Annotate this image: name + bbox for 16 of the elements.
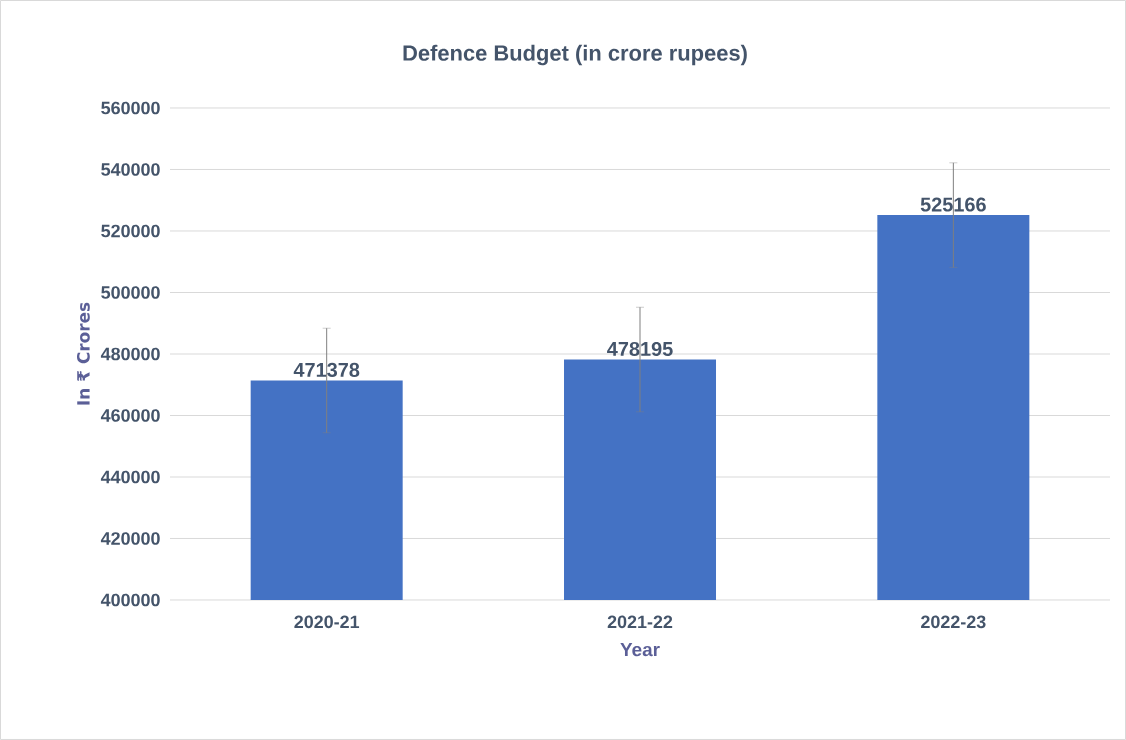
- y-tick-label: 560000: [101, 101, 160, 115]
- y-tick-label: 500000: [101, 286, 160, 299]
- y-tick-label: 440000: [100, 470, 160, 484]
- y-axis-title: In ₹ Crores: [76, 302, 90, 405]
- x-axis-title: Year: [620, 643, 660, 657]
- y-tick-label: 400000: [100, 593, 160, 607]
- x-tick-label: 2020-21: [294, 615, 360, 629]
- x-tick-label: 2021-22: [607, 615, 673, 629]
- y-tick-label: 480000: [100, 347, 160, 361]
- y-tick-label: 420000: [100, 532, 160, 545]
- chart-title: Defence Budget (in crore rupees): [403, 44, 747, 66]
- y-tick-label: 540000: [101, 163, 160, 176]
- x-tick-label: 2022-23: [921, 615, 986, 629]
- y-tick-label: 520000: [101, 224, 160, 238]
- y-tick-label: 460000: [100, 409, 160, 422]
- data-label: 478195: [607, 341, 673, 357]
